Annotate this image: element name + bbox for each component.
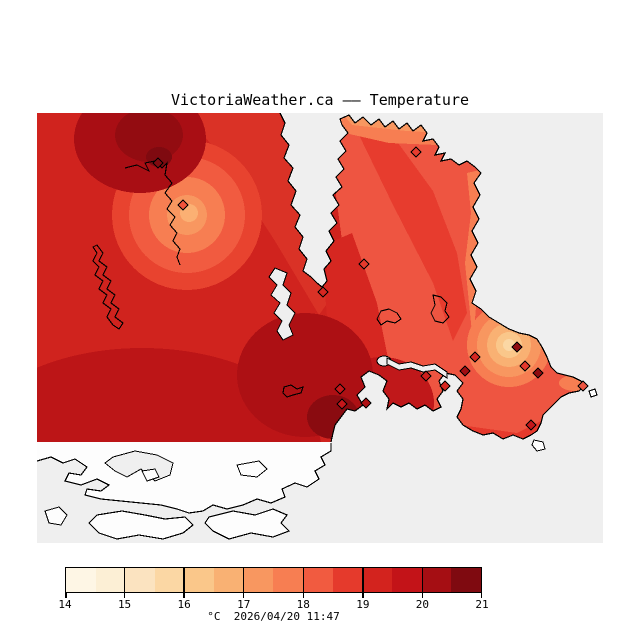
lake-elk (430, 294, 450, 324)
station-marker (360, 397, 372, 409)
lake-sooke-chain (92, 244, 124, 330)
lakes (92, 160, 450, 398)
lagoon-islet (141, 468, 160, 482)
colorbar-segment (421, 568, 452, 592)
colorbar-degree-line (421, 567, 424, 593)
colorbar-segment (184, 568, 215, 592)
station-marker (532, 367, 544, 379)
gorge-waterway (376, 355, 448, 379)
lake-small-west (282, 384, 304, 398)
river-arm (124, 160, 181, 266)
lake-grey (268, 267, 296, 341)
colorbar-tick-label: 21 (475, 598, 489, 611)
colorbar-tick (242, 593, 245, 598)
station-marker (577, 380, 589, 392)
colorbar-segment (273, 568, 304, 592)
colorbar-tick (480, 593, 482, 598)
station-marker (336, 398, 348, 410)
station-marker (439, 380, 451, 392)
colorbar-tick (65, 593, 67, 598)
lake-prospect (376, 308, 402, 326)
colorbar-tick-label: 18 (296, 598, 310, 611)
colorbar-tick-label: 17 (237, 598, 251, 611)
colorbar-segment (243, 568, 274, 592)
colorbar-segment (125, 568, 155, 592)
colorbar-segment (392, 568, 422, 592)
colorbar-tick (362, 593, 364, 598)
colorbar-degree-line (123, 567, 126, 593)
station-marker (525, 419, 537, 431)
outside-domain-land (37, 388, 598, 540)
station-marker (317, 286, 329, 298)
station-marker (152, 157, 164, 169)
station-marker (410, 146, 422, 158)
station-marker (519, 360, 531, 372)
station-marker (334, 383, 346, 395)
colorbar-tick-label: 15 (117, 598, 132, 611)
colorbar-tick (123, 593, 126, 598)
colorbar-degree-line (242, 567, 245, 593)
coastline (279, 113, 586, 443)
colorbar-tick-label: 16 (177, 598, 191, 611)
colorbar-segment (303, 568, 333, 592)
colorbar-degree-line (362, 567, 364, 593)
station-marker (511, 341, 523, 353)
station-marker (469, 351, 481, 363)
colorbar-tick (421, 593, 424, 598)
colorbar-tick (183, 593, 185, 598)
page-title: VictoriaWeather.ca —— Temperature (170, 91, 469, 109)
colorbar-segment (214, 568, 244, 592)
colorbar-segment (451, 568, 481, 592)
islet-trial (531, 439, 546, 452)
island-1 (88, 510, 194, 540)
station-marker (177, 199, 189, 211)
islet-4 (44, 506, 68, 526)
colorbar: 14 15 16 17 18 19 20 21 °C 2026/04/20 11:47 (58, 567, 489, 627)
colorbar-degree-line (183, 567, 185, 593)
colorbar-tick-label: 20 (415, 598, 430, 611)
colorbar-tick (302, 593, 305, 598)
colorbar-segment (95, 568, 126, 592)
station-marker (420, 370, 432, 382)
station-marker (358, 258, 370, 270)
colorbar-segment (332, 568, 363, 592)
colorbar-tick-label: 19 (356, 598, 370, 611)
island-2 (204, 508, 291, 540)
islet-chatham (588, 388, 598, 398)
islet-3 (236, 460, 268, 478)
colorbar-tick-label: 14 (58, 598, 72, 611)
colorbar-segment (154, 568, 185, 592)
station-marker (459, 365, 471, 377)
colorbar-degree-line (302, 567, 305, 593)
colorbar-segment (66, 568, 96, 592)
colorbar-segment (362, 568, 393, 592)
stations-group (152, 146, 589, 431)
colorbar-caption: °C 2026/04/20 11:47 (207, 610, 340, 623)
weather-map (37, 113, 603, 543)
colorbar-segments (65, 567, 482, 593)
